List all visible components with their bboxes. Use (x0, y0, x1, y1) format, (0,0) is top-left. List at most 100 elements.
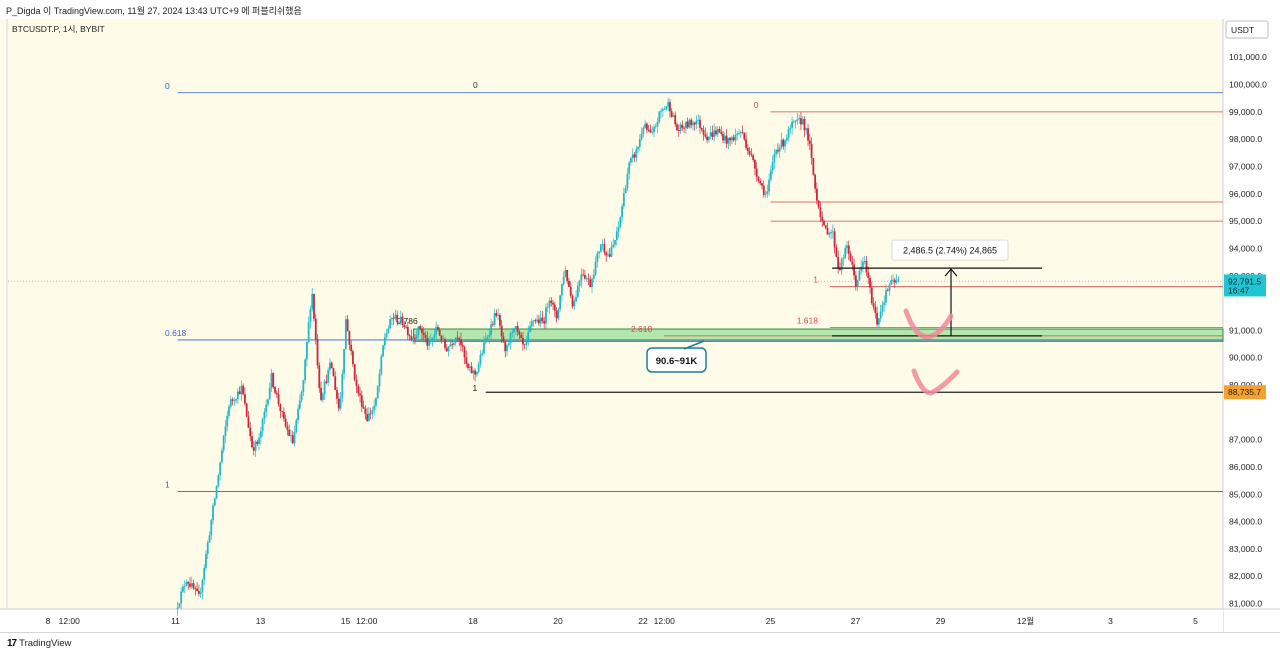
candle-body (249, 427, 252, 437)
candle-body (715, 130, 717, 135)
candle-body (189, 583, 191, 587)
candle-body (589, 279, 592, 288)
candle-body (183, 585, 186, 587)
candle-body (185, 582, 188, 586)
candle-body (762, 185, 765, 195)
candle-body (405, 326, 407, 328)
candle-body (275, 392, 278, 395)
time-axis[interactable]: 8 12:00 11 13 15 12:00 18 20 22 12:00 25 27 29 12월 3 5 (46, 616, 1199, 626)
candle-body (718, 129, 721, 132)
candle-body (252, 447, 255, 451)
candle-body (479, 354, 482, 364)
candle-body (699, 119, 701, 128)
candle-body (437, 326, 439, 330)
candle-body (661, 109, 664, 111)
candle-body (775, 149, 778, 155)
candle-body (429, 340, 432, 342)
candle-body (212, 505, 214, 521)
candle-body (546, 306, 549, 308)
candle-body (224, 426, 227, 436)
candle-body (445, 347, 448, 352)
tradingview-logo[interactable]: 17 TradingView (7, 638, 71, 649)
candle-body (309, 309, 312, 323)
candle-body (318, 365, 321, 388)
candle-body (520, 334, 523, 338)
candle-body (497, 315, 500, 316)
candle-body (877, 318, 880, 325)
candle-body (396, 314, 399, 323)
candle-body (681, 124, 684, 128)
candle-body (707, 136, 710, 141)
price-tick-label: 82,000.0 (1229, 571, 1262, 581)
candle-body (461, 345, 464, 347)
candle-body (633, 154, 636, 158)
candle-body (451, 344, 454, 346)
candle-body (424, 334, 427, 338)
candle-body (764, 193, 767, 195)
candle-body (220, 450, 223, 463)
candle-body (869, 277, 871, 288)
candle-body (578, 280, 581, 286)
candle-body (553, 304, 556, 311)
candle-body (431, 337, 434, 341)
candle-body (364, 408, 367, 415)
candle-body (784, 140, 786, 147)
zone-callout-pointer (683, 340, 705, 350)
candle-body (263, 411, 266, 419)
candle-body (566, 269, 569, 282)
candle-body (676, 124, 678, 131)
price-chart[interactable]: BTCUSDT.P, 1시, BYBIT 0 0.618 1 0 0 1 1.618 2.61… (0, 19, 1280, 632)
pink-check-mark-upper-icon (903, 308, 954, 340)
candle-body (803, 118, 806, 131)
candle-body (282, 411, 285, 419)
candle-body (854, 275, 857, 287)
candle-body (796, 119, 799, 121)
candle-body (355, 379, 358, 387)
candle-body (314, 318, 317, 340)
candle-body (474, 370, 477, 375)
candle-body (426, 337, 429, 346)
candle-body (499, 315, 501, 326)
candle-body (378, 373, 381, 387)
candle-body (176, 607, 179, 609)
candle-body (545, 307, 547, 324)
price-axis-background (1223, 19, 1280, 632)
candle-body (837, 256, 840, 268)
fib-red-level-label: 1 (813, 275, 818, 285)
candle-body (334, 376, 337, 391)
candle-body (247, 416, 250, 428)
candle-body (486, 336, 489, 339)
candle-body (536, 319, 539, 322)
candle-body (543, 320, 546, 324)
candle-body (251, 436, 253, 448)
candle-body (208, 535, 211, 543)
publish-info: P_Digda 이 TradingView.com, 11월 27, 2024 … (6, 6, 302, 16)
candle-body (475, 371, 478, 375)
candle-body (658, 111, 661, 122)
candle-body (242, 385, 245, 395)
candle-body (414, 337, 416, 339)
candle-body (339, 397, 342, 409)
candle-body (196, 588, 199, 591)
candle-body (619, 217, 622, 227)
chart-background (0, 19, 1223, 632)
candle-body (722, 133, 724, 141)
candle-body (422, 332, 425, 335)
candle-body (815, 188, 818, 201)
candle-body (890, 279, 893, 285)
candle-body (534, 320, 537, 322)
candle-body (828, 233, 831, 235)
candle-body (387, 328, 390, 334)
candle-body (684, 121, 687, 129)
candle-body (233, 400, 236, 402)
candle-body (734, 134, 737, 141)
candle-body (573, 301, 576, 307)
candle-body (782, 139, 785, 147)
candle-body (800, 118, 802, 125)
currency-badge[interactable] (1225, 20, 1269, 39)
candle-body (421, 328, 423, 333)
candle-body (369, 413, 372, 415)
candle-body (755, 168, 758, 177)
price-axis[interactable]: 101,000.0 100,000.0 99,000.0 98,000.0 97,000… (1224, 52, 1267, 609)
candle-body (851, 261, 854, 265)
